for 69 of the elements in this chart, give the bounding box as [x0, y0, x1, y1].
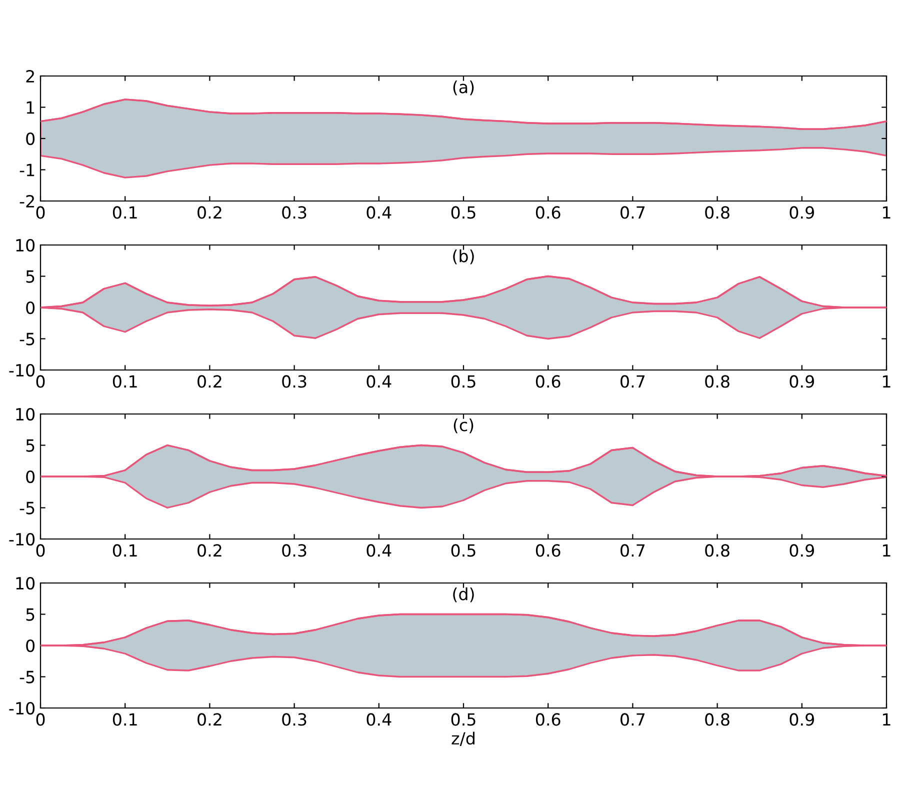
x-tick-label: 0.8 [705, 713, 730, 726]
y-tick-label: -10 [9, 702, 35, 715]
x-tick-label: 0.6 [536, 713, 560, 726]
y-tick-label: -2 [20, 194, 34, 208]
x-tick-label: 0.1 [112, 713, 137, 726]
x-tick-label: 0.5 [451, 713, 476, 726]
x-tick-label: 0.7 [620, 544, 645, 557]
x-tick-label: 0.5 [451, 544, 476, 557]
x-tick-label: 0.1 [112, 206, 137, 219]
x-tick-label: 0.2 [198, 206, 222, 219]
y-tick-label: 5 [26, 270, 34, 283]
y-tick-label: 1 [26, 101, 34, 114]
x-tick-label: 0.7 [620, 375, 645, 388]
x-tick-label: 0.1 [112, 375, 137, 388]
x-tick-label: 0.4 [366, 375, 392, 388]
x-tick-label: 0.3 [282, 375, 306, 388]
x-tick-label: 0.8 [705, 375, 730, 388]
y-tick-label: 2 [26, 70, 34, 82]
y-tick-label: 10 [16, 238, 35, 252]
x-tick-label: 0.6 [536, 206, 560, 219]
x-tick-label: 0.3 [282, 544, 306, 557]
x-tick-label: 0.2 [198, 713, 222, 726]
x-tick-label: 0 [36, 375, 45, 388]
y-tick-label: 0 [26, 132, 35, 146]
annotation: (d) [453, 587, 474, 602]
x-tick-label: 0.6 [536, 544, 560, 557]
x-tick-label: 0 [36, 206, 45, 219]
y-tick-label: 0 [26, 639, 35, 652]
x-tick-label: 0 [36, 713, 45, 726]
x-tick-label: 0.4 [366, 544, 392, 557]
x-tick-label: 1 [883, 206, 890, 219]
x-tick-label: 0.9 [790, 544, 814, 557]
y-tick-label: 5 [26, 439, 34, 452]
x-tick-label: 0.7 [620, 713, 645, 726]
x-axis-title: z/d [452, 732, 474, 746]
x-tick-label: 0.8 [705, 206, 730, 219]
y-tick-label: -5 [20, 502, 34, 514]
y-tick-label: 0 [26, 470, 35, 484]
x-tick-label: 0.5 [451, 206, 476, 219]
x-tick-label: 0.3 [282, 713, 306, 726]
y-tick-label: -1 [20, 164, 34, 176]
x-tick-label: 0.1 [112, 544, 137, 557]
y-tick-label: -10 [9, 364, 35, 377]
x-tick-label: 0.7 [620, 206, 645, 219]
x-tick-label: 0.3 [282, 206, 306, 219]
y-tick-label: -10 [9, 532, 35, 546]
x-tick-label: 0.2 [198, 375, 222, 388]
x-tick-label: 0.4 [366, 206, 392, 219]
annotation: (c) [454, 418, 474, 434]
x-tick-label: 1 [883, 544, 890, 557]
x-tick-label: 0.9 [790, 206, 814, 219]
y-tick-label: 10 [16, 576, 35, 590]
y-tick-label: -5 [20, 670, 34, 684]
x-tick-label: 0.6 [536, 375, 560, 388]
annotation: (a) [453, 80, 474, 96]
y-tick-label: 5 [26, 608, 34, 621]
x-tick-label: 0.8 [705, 544, 730, 557]
y-tick-label: 10 [16, 408, 35, 421]
x-tick-label: 1 [883, 375, 890, 388]
y-tick-label: -5 [20, 332, 34, 346]
x-tick-label: 0.5 [451, 375, 476, 388]
x-tick-label: 0.2 [198, 544, 222, 557]
x-tick-label: 0 [36, 544, 45, 557]
y-tick-label: 0 [26, 301, 35, 314]
x-tick-label: 0.4 [366, 713, 392, 726]
x-tick-label: 0.9 [790, 713, 814, 726]
x-tick-label: 0.9 [790, 375, 814, 388]
x-tick-label: 1 [883, 713, 890, 726]
annotation: (b) [453, 249, 474, 264]
